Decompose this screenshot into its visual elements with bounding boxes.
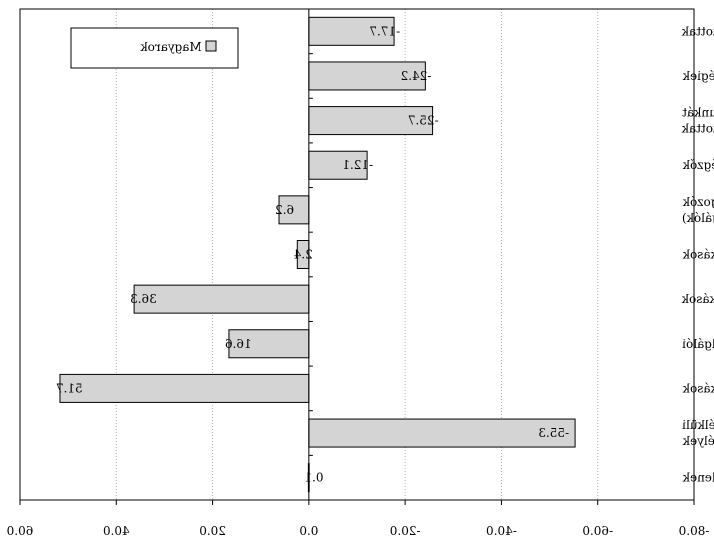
data-label: 36.3 [130,292,157,306]
x-tick-label: -40.0 [486,524,517,538]
bar [308,106,434,136]
legend-label: Magyarok [140,40,202,54]
data-label: -24.2 [401,69,432,83]
data-label: -25.7 [408,114,439,128]
x-tick-label: 40.0 [103,524,130,538]
category-label: Segédmunkások [682,381,714,395]
bar [308,16,395,46]
data-label: 2.4 [293,248,312,262]
category-label: Szolgáltatásokban és kereskedelemben dol… [682,195,714,209]
category-label: Ismeretlenek [682,471,714,485]
data-label: 51.7 [56,381,83,395]
category-label: Besorolás nélküli [682,418,714,432]
legend: Magyarok [70,27,239,69]
data-label: -17.7 [369,24,400,38]
x-tick-label: 60.0 [7,524,34,538]
data-label: -12.1 [342,158,373,172]
category-label: Középszintű szellemi munkát [682,106,714,120]
category-label: személyek [682,434,714,448]
category-label: végző alkalmazottak [681,122,714,136]
data-label: 16.6 [225,337,252,351]
category-label: Rutinjellegű irodai munkát végzők [682,158,714,172]
category-label: Gépi berendezések kiszolgálói [682,337,714,351]
plot-area: -17.7 Vezető és irányító alkalmazottak -24… [7,8,714,538]
bar [308,150,368,180]
category-label: Agráriumban dolgozó szakmunkások [681,292,714,306]
category-label: (elárusítók, kiszolgálók) [682,211,714,225]
data-label: 0.1 [304,471,323,485]
data-label: -55.3 [538,426,569,440]
legend-swatch [205,40,217,52]
bar [133,284,310,314]
x-tick-label: 20.0 [199,524,226,538]
bar [228,329,310,359]
x-tick-label: -20.0 [390,524,421,538]
x-tick-label: -60.0 [582,524,613,538]
bar [59,373,310,403]
x-tick-label: 0.0 [299,524,318,538]
bar [308,418,576,448]
x-tick-label: -80.0 [679,524,710,538]
category-label: Ipari szakmunkások [682,248,714,262]
plot-frame [19,8,695,501]
category-label: Vezető és irányító alkalmazottak [681,24,714,38]
data-label: 6.2 [275,203,294,217]
category-label: Értelmiségiek [682,68,714,83]
